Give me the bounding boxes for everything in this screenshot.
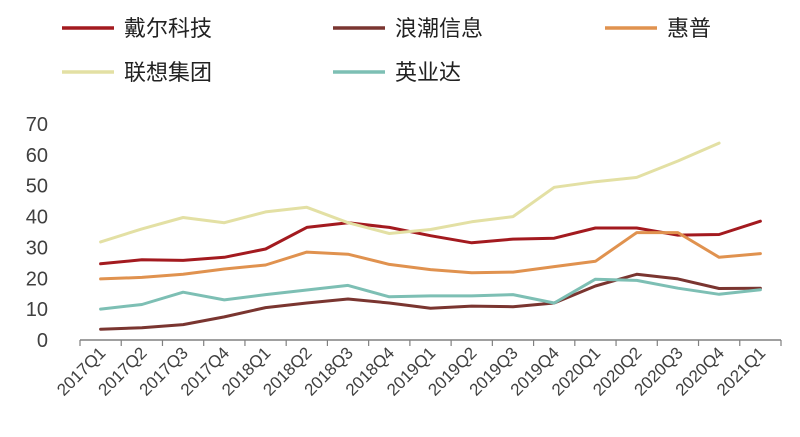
y-tick-label: 40 xyxy=(26,207,48,229)
legend-label: 英业达 xyxy=(395,61,461,86)
legend-label: 戴尔科技 xyxy=(124,17,212,42)
legend-item: 惠普 xyxy=(605,17,711,42)
y-tick-label: 20 xyxy=(26,268,48,290)
y-tick-label: 50 xyxy=(26,176,48,198)
legend-item: 戴尔科技 xyxy=(62,17,212,42)
y-tick-label: 10 xyxy=(26,299,48,321)
y-tick-label: 30 xyxy=(26,237,48,259)
legend-item: 浪潮信息 xyxy=(333,17,483,42)
y-tick-label: 60 xyxy=(26,145,48,167)
series-line xyxy=(99,231,762,281)
series-line xyxy=(99,277,762,311)
legend-item: 英业达 xyxy=(333,61,461,86)
series-line xyxy=(99,272,762,331)
series-line xyxy=(99,219,762,266)
y-tick-label: 70 xyxy=(26,114,48,136)
series-lines xyxy=(99,141,762,331)
y-axis: 0 10 20 30 40 50 60 70 xyxy=(26,114,48,352)
legend-label: 联想集团 xyxy=(124,61,212,86)
legend-item: 联想集团 xyxy=(62,61,212,86)
x-axis: 2017Q12017Q22017Q32017Q42018Q12018Q22018… xyxy=(53,339,782,400)
legend-label: 浪潮信息 xyxy=(395,17,483,42)
series-line xyxy=(99,141,721,244)
legend-label: 惠普 xyxy=(667,17,711,42)
y-tick-label: 0 xyxy=(37,330,48,352)
